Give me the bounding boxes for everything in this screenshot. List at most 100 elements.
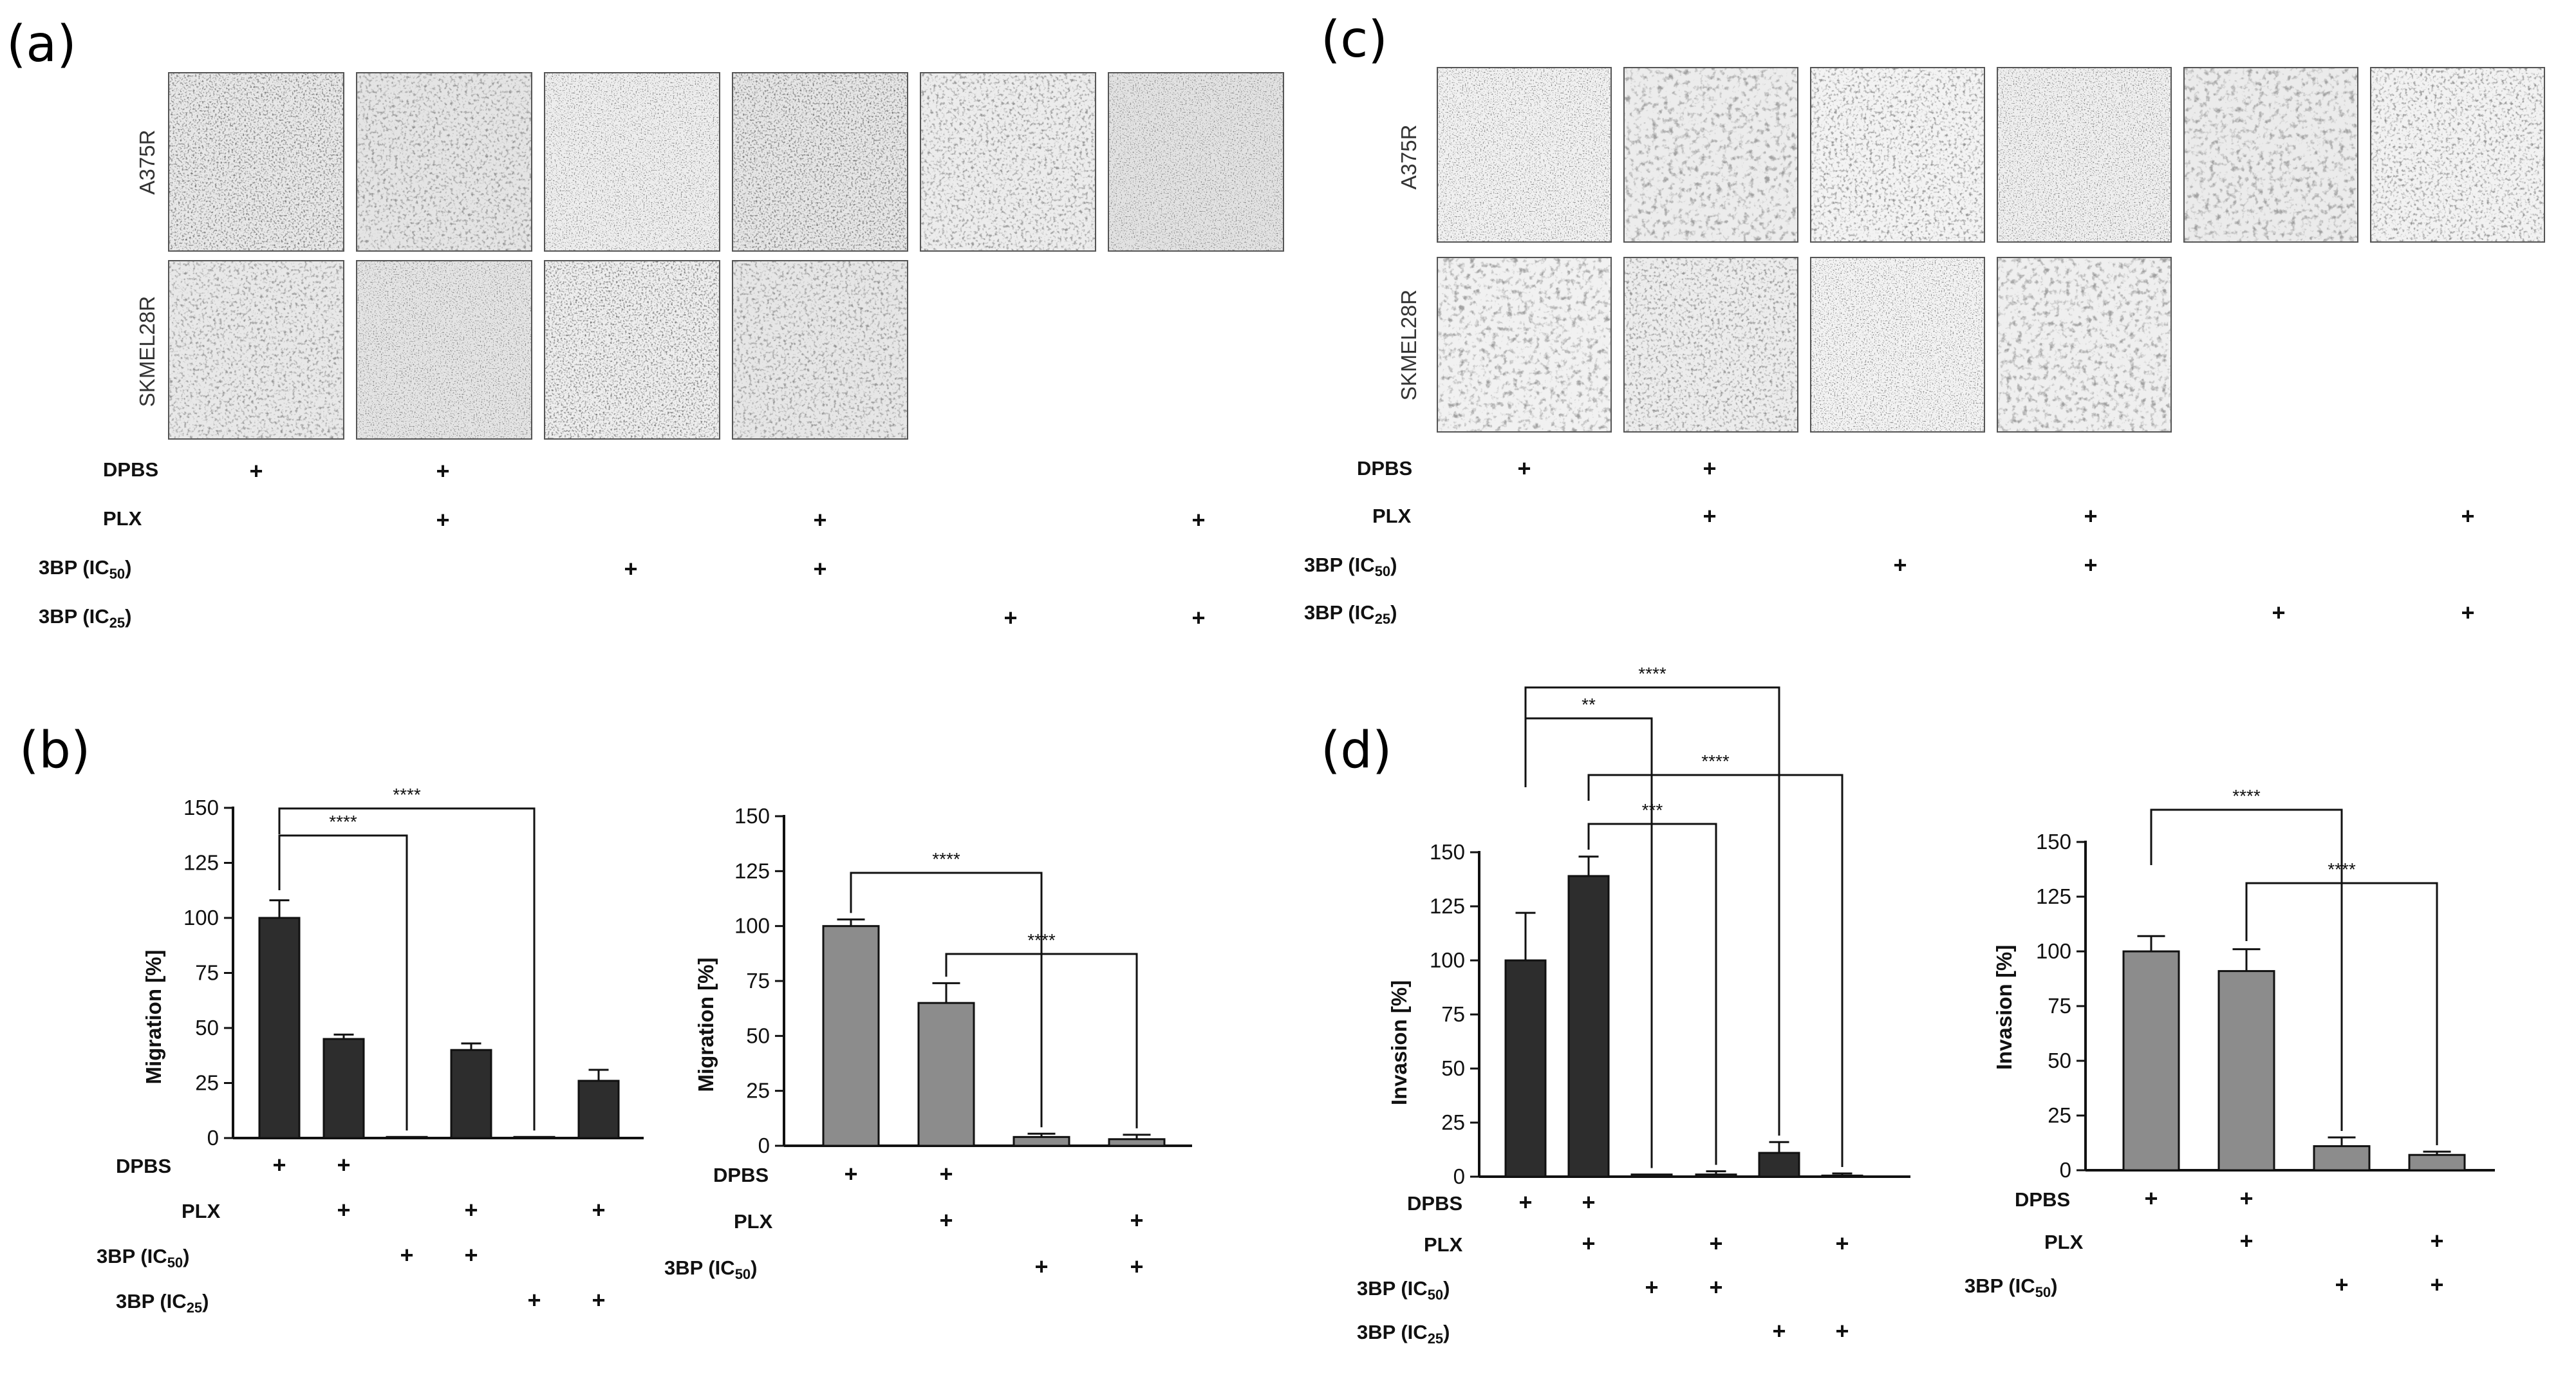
y-tick-label: 0 [758, 1134, 770, 1157]
micrograph-image [1623, 67, 1798, 243]
plus-mark: + [249, 458, 263, 484]
significance-label: ** [1582, 695, 1596, 715]
micrograph-image [920, 72, 1096, 252]
plus-mark: + [2272, 599, 2285, 626]
plus-mark: + [400, 1242, 413, 1268]
micrograph-image [544, 260, 720, 440]
bar [2217, 970, 2275, 1172]
plus-mark: + [2430, 1228, 2443, 1254]
panel-letter-b: (b) [19, 722, 90, 780]
condition-label-3bp-ic50: 3BP (IC50) [39, 556, 132, 582]
micrograph-image [732, 72, 908, 252]
bar [1821, 1174, 1863, 1178]
y-axis-label: Migration [%] [142, 950, 165, 1085]
condition-table-a: DPBS PLX 3BP (IC50) 3BP (IC25) + + + + + + + + + [39, 458, 1206, 631]
y-tick-label: 125 [1430, 894, 1465, 918]
micrograph-image [356, 260, 532, 440]
micrograph-image [356, 72, 532, 252]
plus-mark: + [844, 1161, 857, 1187]
micrograph-image [732, 260, 908, 440]
y-tick-label: 100 [183, 906, 219, 929]
row-label-a375r: A375R [1397, 125, 1421, 190]
plus-mark: + [2239, 1228, 2253, 1254]
row-label-skmel28r: SKMEL28R [1397, 290, 1421, 400]
significance-bracket [1587, 823, 1717, 1165]
y-tick-label: 50 [195, 1016, 219, 1040]
plus-mark: + [1582, 1230, 1595, 1256]
bar [822, 925, 880, 1147]
plus-mark: + [592, 1287, 605, 1313]
chart-b-migration-dark: Migration [%] 0 25 50 75 100 125 150 **** **** DP… [97, 785, 644, 1316]
y-tick-label: 75 [195, 961, 219, 985]
micrograph-grid-a: A375R SKMEL28R [135, 72, 1284, 440]
condition-label: PLX [734, 1210, 773, 1233]
y-tick-label: 150 [1430, 840, 1465, 864]
significance-label: **** [2328, 859, 2356, 879]
chart-b-migration-gray: Migration [%] 0 25 50 75 100 125 150 **** **** DP… [664, 804, 1192, 1282]
condition-label-plx: PLX [1372, 505, 1412, 527]
row-label-a375r: A375R [135, 130, 159, 195]
bar [1013, 1135, 1070, 1147]
micrograph-image [2370, 67, 2545, 243]
y-tick-label: 150 [183, 796, 219, 819]
micrograph-image [2183, 67, 2358, 243]
bar [450, 1049, 492, 1139]
condition-label: DPBS [116, 1155, 171, 1177]
chart-d-invasion-dark: Invasion [%] 0255075100125150***********… [1357, 664, 1910, 1347]
significance-label: **** [1701, 751, 1730, 771]
y-tick-label: 25 [2048, 1103, 2071, 1127]
plus-mark: + [2430, 1271, 2443, 1298]
plus-mark: + [464, 1197, 478, 1223]
y-tick-label: 0 [2060, 1158, 2071, 1182]
plus-mark: + [436, 458, 449, 484]
significance-label: *** [1642, 800, 1663, 820]
plus-mark: + [939, 1161, 953, 1187]
condition-label-dpbs: DPBS [1357, 457, 1412, 480]
significance-label: **** [393, 785, 421, 805]
plus-mark: + [1835, 1318, 1849, 1344]
panel-letter-d: (d) [1321, 722, 1392, 780]
significance-label: **** [932, 849, 960, 869]
plus-mark: + [1709, 1274, 1722, 1300]
plus-mark: + [1191, 604, 1205, 631]
y-tick-label: 75 [2048, 994, 2071, 1018]
plus-mark: + [1772, 1318, 1786, 1344]
bar [2408, 1154, 2466, 1172]
significance-bracket [945, 953, 1138, 1128]
y-tick-label: 100 [1430, 948, 1465, 972]
bar [577, 1079, 620, 1139]
y-tick-label: 125 [183, 851, 219, 875]
chart-d-invasion-gray: Invasion [%] 0 25 50 75 100 125 150 **** **** DPB… [1965, 786, 2495, 1300]
condition-label: PLX [182, 1200, 221, 1222]
condition-label: DPBS [1407, 1192, 1462, 1215]
y-tick-label: 50 [1441, 1056, 1465, 1080]
panel-letter-a: (a) [6, 15, 77, 73]
micrograph-image [1623, 257, 1798, 433]
plus-mark: + [813, 556, 826, 582]
y-tick-label: 0 [1453, 1164, 1465, 1188]
bar [1758, 1152, 1800, 1178]
micrograph-image [1997, 67, 2172, 243]
condition-label-3bp-ic50: 3BP (IC50) [1304, 554, 1397, 579]
y-tick-label: 25 [195, 1071, 219, 1095]
condition-label: DPBS [2015, 1188, 2070, 1211]
bar [1630, 1173, 1673, 1178]
y-tick-label: 75 [746, 969, 770, 993]
plus-mark: + [1517, 455, 1531, 481]
significance-bracket [2245, 882, 2438, 1146]
plus-mark: + [813, 507, 826, 533]
y-tick-label: 50 [746, 1023, 770, 1047]
plus-mark: + [1709, 1230, 1722, 1256]
y-tick-label: 150 [2036, 830, 2071, 854]
plus-mark: + [2084, 552, 2097, 578]
condition-label-dpbs: DPBS [103, 458, 158, 481]
condition-label: 3BP (IC50) [1965, 1275, 2058, 1300]
micrograph-image [1108, 72, 1284, 252]
y-tick-label: 125 [2036, 884, 2071, 908]
plus-mark: + [337, 1152, 350, 1178]
y-tick-label: 75 [1441, 1002, 1465, 1026]
plus-mark: + [1645, 1274, 1658, 1300]
bar [513, 1135, 555, 1139]
bar [2313, 1145, 2371, 1172]
